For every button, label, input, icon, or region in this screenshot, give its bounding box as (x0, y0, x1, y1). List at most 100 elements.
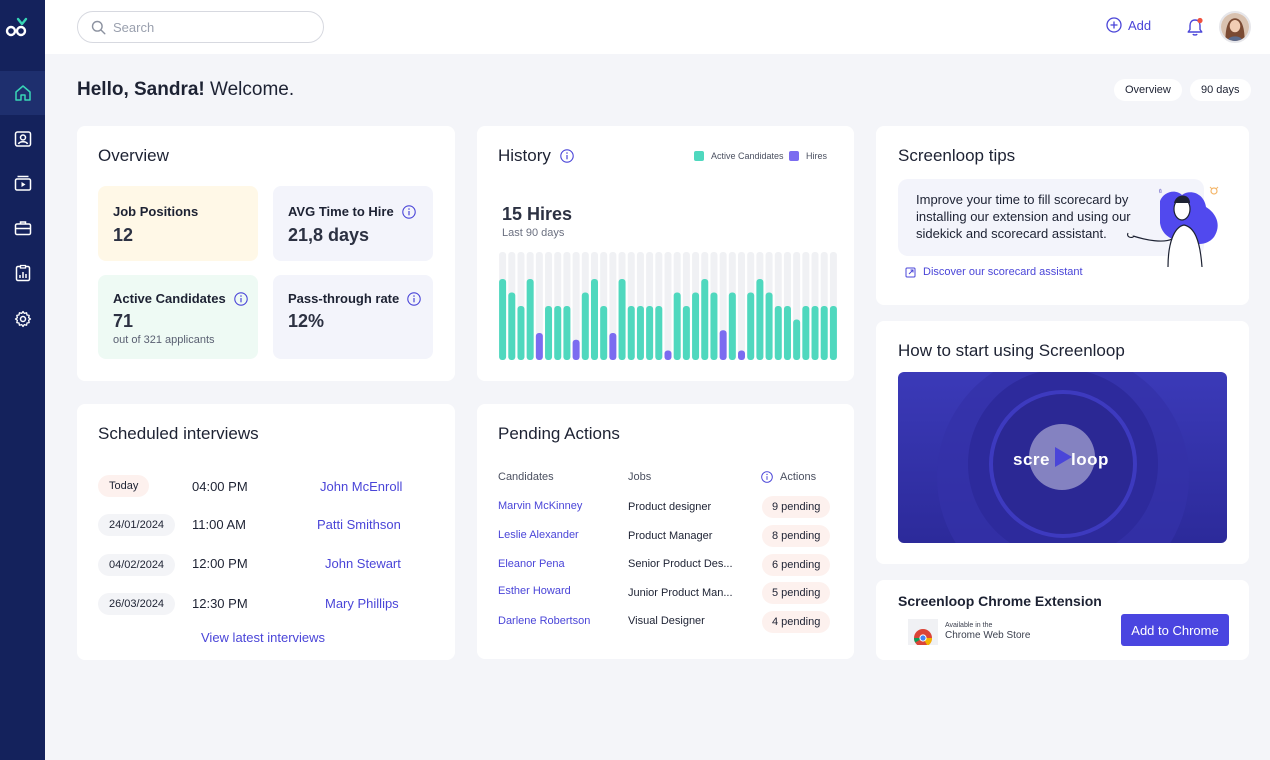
store-small-text: Available in the (945, 622, 993, 629)
info-icon[interactable] (407, 291, 421, 306)
stat-active-candidates[interactable]: Active Candidates 71 out of 321 applican… (98, 275, 258, 359)
active-candidates-bar[interactable] (526, 279, 534, 360)
interview-candidate-link[interactable]: John McEnroll (320, 479, 403, 494)
sidebar-item-interviews[interactable] (0, 161, 45, 205)
external-link-icon[interactable] (905, 267, 916, 278)
active-candidates-bar[interactable] (802, 306, 810, 360)
sidebar-item-settings[interactable] (0, 297, 45, 341)
active-candidates-bar[interactable] (728, 292, 736, 361)
active-candidates-bar[interactable] (517, 306, 525, 360)
interview-candidate-link[interactable]: John Stewart (325, 556, 401, 571)
pending-count-badge[interactable]: 4 pending (762, 611, 831, 633)
scorecard-assistant-link[interactable]: Discover our scorecard assistant (923, 266, 1083, 278)
stat-job-positions[interactable]: Job Positions 12 (98, 186, 258, 261)
pending-candidate-link[interactable]: Darlene Robertson (498, 615, 591, 627)
sidebar-item-jobs[interactable] (0, 206, 45, 250)
hires-bar[interactable] (572, 339, 580, 360)
active-candidates-bar[interactable] (829, 306, 837, 360)
info-icon[interactable] (233, 291, 248, 306)
history-headline: 15 Hires (502, 204, 573, 224)
user-avatar[interactable] (1219, 11, 1251, 43)
add-button[interactable]: Add (1106, 17, 1151, 33)
stat-value: 71 (113, 311, 134, 331)
chrome-store-badge[interactable] (908, 619, 938, 647)
search-icon (91, 20, 106, 34)
active-candidates-bar[interactable] (701, 279, 709, 360)
history-bar-chart (499, 252, 837, 361)
tips-bubble (898, 179, 1204, 256)
active-candidates-bar[interactable] (710, 292, 718, 361)
active-candidates-bar[interactable] (545, 306, 553, 360)
pending-candidate-link[interactable]: Eleanor Pena (498, 558, 565, 570)
view-latest-interviews-link[interactable]: View latest interviews (201, 630, 326, 645)
active-candidates-bar[interactable] (765, 292, 773, 361)
stat-subtext: out of 321 applicants (113, 334, 215, 346)
sidebar-item-home[interactable] (0, 71, 45, 115)
view-filter-pill[interactable]: Overview (1114, 79, 1182, 101)
interview-candidate-link[interactable]: Patti Smithson (317, 517, 401, 532)
intro-video[interactable]: scre loop (898, 372, 1227, 543)
active-candidates-bar[interactable] (774, 306, 782, 360)
hires-bar[interactable] (719, 330, 727, 360)
briefcase-icon (14, 221, 31, 236)
pending-candidate-link[interactable]: Leslie Alexander (498, 529, 579, 541)
hires-bar[interactable] (664, 350, 672, 360)
pending-count-badge[interactable]: 5 pending (762, 582, 831, 604)
active-candidates-bar[interactable] (646, 306, 654, 360)
active-candidates-bar[interactable] (811, 306, 819, 360)
info-icon[interactable] (401, 204, 416, 219)
pending-candidate-link[interactable]: Marvin McKinney (498, 500, 583, 512)
active-candidates-bar[interactable] (793, 319, 801, 361)
legend-active-candidates: Active Candidates (694, 151, 784, 161)
user-photo-icon (1221, 13, 1249, 41)
active-candidates-bar[interactable] (554, 306, 562, 360)
active-candidates-bar[interactable] (590, 279, 598, 360)
active-candidates-bar[interactable] (783, 306, 791, 360)
hires-bar[interactable] (738, 350, 746, 360)
active-candidates-bar[interactable] (673, 292, 681, 361)
pending-title: Pending Actions (498, 424, 620, 443)
active-candidates-bar[interactable] (756, 279, 764, 360)
greeting: Hello, Sandra! Welcome. (77, 79, 294, 101)
hires-bar[interactable] (535, 333, 543, 360)
date-range-pill[interactable]: 90 days (1190, 79, 1251, 101)
sidebar-item-reports[interactable] (0, 251, 45, 295)
sidebar-item-candidates[interactable] (0, 117, 45, 161)
active-candidates-bar[interactable] (627, 306, 635, 360)
overview-title: Overview (98, 146, 169, 165)
search-box[interactable] (77, 11, 324, 43)
info-icon[interactable] (560, 149, 574, 163)
video-logo-right: loop (1071, 450, 1109, 469)
add-to-chrome-button[interactable]: Add to Chrome (1121, 614, 1229, 646)
active-candidates-bar[interactable] (600, 306, 608, 360)
screenloop-logo-icon[interactable] (5, 16, 29, 40)
pending-count-badge[interactable]: 6 pending (762, 554, 831, 576)
home-icon (14, 85, 31, 101)
active-candidates-bar[interactable] (692, 292, 700, 361)
search-input[interactable] (113, 19, 313, 35)
active-candidates-bar[interactable] (820, 306, 828, 360)
active-candidates-bar[interactable] (508, 292, 516, 361)
active-candidates-bar[interactable] (499, 279, 507, 360)
active-candidates-bar[interactable] (636, 306, 644, 360)
stat-avg-time-to-hire[interactable]: AVG Time to Hire 21,8 days (273, 186, 433, 261)
active-candidates-bar[interactable] (682, 306, 690, 360)
play-button[interactable] (1029, 424, 1095, 490)
bell-notification-icon[interactable] (1186, 17, 1204, 37)
greeting-welcome: Welcome. (204, 79, 295, 100)
stat-value: 21,8 days (288, 225, 370, 245)
pending-count-badge[interactable]: 9 pending (762, 496, 831, 518)
active-candidates-bar[interactable] (618, 279, 626, 360)
active-candidates-bar[interactable] (581, 292, 589, 361)
hires-bar[interactable] (609, 333, 617, 360)
stat-pass-through-rate[interactable]: Pass-through rate 12% (273, 275, 433, 359)
interview-candidate-link[interactable]: Mary Phillips (325, 596, 399, 611)
active-candidates-bar[interactable] (747, 292, 755, 361)
pending-candidate-link[interactable]: Esther Howard (498, 585, 571, 597)
stat-label: Active Candidates (113, 291, 226, 306)
bar-track (664, 252, 672, 360)
pending-count-badge[interactable]: 8 pending (762, 525, 831, 547)
active-candidates-bar[interactable] (655, 306, 663, 360)
active-candidates-bar[interactable] (563, 306, 571, 360)
info-icon[interactable] (761, 471, 773, 483)
